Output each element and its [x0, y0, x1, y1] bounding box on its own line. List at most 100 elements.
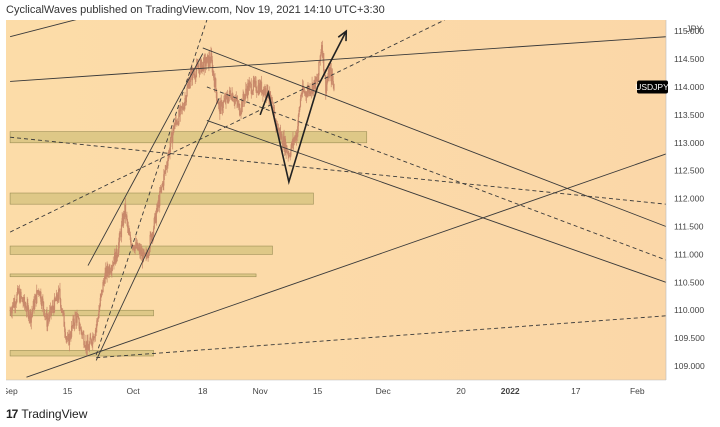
price-chart[interactable]: 114.500 114.000 113.500 113.000 112.500 112.0…	[3, 13, 718, 402]
candle-body	[323, 53, 325, 71]
candle-body	[110, 271, 112, 273]
candle-body	[53, 308, 55, 313]
dashed-trend-line[interactable]	[206, 86, 667, 261]
candle-body	[79, 328, 81, 330]
candle-body	[85, 341, 87, 348]
chart-area[interactable]: 114.500 114.000 113.500 113.000 112.500 112.0…	[3, 13, 718, 402]
candle-body	[217, 102, 220, 104]
candle-body	[86, 341, 88, 351]
price-tick-label: 113.000	[674, 138, 704, 148]
time-axis[interactable]: Sep 15 Oct 18 Nov 15 Dec 20 2022 17 Feb	[3, 379, 666, 396]
dashed-trend-line[interactable]	[9, 19, 445, 233]
price-tick-label: 109.000	[674, 361, 705, 371]
candle-body	[245, 88, 248, 91]
candle-body	[282, 136, 284, 147]
candle-body	[126, 215, 128, 221]
candle-body	[325, 75, 327, 94]
candle-body	[137, 248, 140, 251]
candle-body	[151, 233, 153, 241]
candle-body	[287, 152, 289, 156]
candle-body	[162, 183, 164, 186]
trend-line[interactable]	[87, 53, 204, 266]
candle-body	[143, 250, 145, 255]
candle-body	[139, 249, 142, 255]
candle-body	[226, 95, 228, 101]
candle-body	[88, 343, 90, 351]
candle-body	[100, 294, 102, 298]
projection-path[interactable]	[259, 29, 348, 185]
candle-body	[154, 213, 156, 219]
candle-body	[58, 289, 60, 301]
trend-line[interactable]	[206, 120, 667, 283]
candle-body	[29, 311, 31, 318]
candle-body	[47, 318, 49, 320]
candle-body	[277, 129, 279, 131]
candle-body	[77, 315, 79, 317]
candle-body	[178, 109, 180, 125]
candle-body	[216, 98, 218, 101]
candle-body	[262, 89, 265, 96]
candle-body	[315, 77, 317, 81]
price-axis[interactable]: 114.500 114.000 113.500 113.000 112.500 112.0…	[665, 20, 718, 402]
trend-line[interactable]	[95, 97, 220, 361]
candle-body	[80, 327, 82, 332]
projection-arrow-head[interactable]	[337, 29, 348, 42]
candle-body	[90, 337, 92, 340]
candle-body	[166, 165, 168, 167]
candle-body	[224, 98, 226, 101]
candle-body	[288, 155, 290, 156]
candle-body	[269, 91, 272, 99]
candle-body	[293, 138, 295, 143]
candle-body	[66, 338, 69, 340]
candle-body	[309, 87, 311, 94]
candle-body	[150, 233, 152, 235]
candle-body	[176, 121, 178, 125]
price-tick-label: 111.500	[674, 222, 704, 232]
candle-body	[327, 78, 329, 82]
dashed-trend-line[interactable]	[95, 19, 208, 356]
candle-body	[281, 134, 283, 144]
candle-body	[45, 312, 47, 317]
candle-body	[190, 69, 192, 73]
candle-body	[29, 311, 32, 323]
candle-body	[259, 83, 261, 91]
candle-body	[52, 305, 54, 309]
trend-line[interactable]	[26, 153, 667, 378]
candle-body	[133, 248, 136, 251]
candle-body	[262, 89, 264, 96]
candle-body	[32, 309, 34, 312]
candle-body	[328, 69, 330, 78]
candle-body	[293, 139, 295, 143]
candle-body	[70, 325, 73, 337]
candle-body	[278, 128, 280, 130]
candle-body	[237, 101, 239, 106]
time-tick-label: Feb	[630, 386, 645, 396]
candle-body	[297, 114, 300, 127]
projection-line[interactable]	[259, 30, 347, 185]
candle-body	[59, 288, 61, 299]
candle-body	[51, 305, 54, 310]
candle-body	[49, 306, 52, 312]
candle-body	[112, 262, 114, 266]
candle-body	[113, 262, 115, 265]
trend-lines[interactable]	[9, 13, 667, 378]
candle-body	[114, 252, 116, 264]
candle-body	[239, 113, 241, 116]
candle-body	[204, 57, 207, 67]
candle-body	[333, 83, 335, 91]
trend-line[interactable]	[10, 36, 667, 82]
candle-body	[71, 325, 73, 327]
candle-body	[119, 233, 121, 235]
candle-body	[77, 316, 80, 318]
price-tick-label: 111.000	[674, 249, 704, 259]
footer-brand: TradingView	[21, 407, 88, 421]
candle-body	[51, 309, 53, 313]
candle-body	[161, 183, 164, 187]
dashed-trend-line[interactable]	[10, 136, 667, 205]
candle-body	[148, 248, 151, 253]
candle-body	[167, 158, 169, 166]
time-tick-label: Dec	[376, 386, 392, 396]
candle-body	[177, 122, 179, 125]
dashed-trend-line[interactable]	[96, 315, 667, 359]
candle-body	[303, 91, 305, 92]
